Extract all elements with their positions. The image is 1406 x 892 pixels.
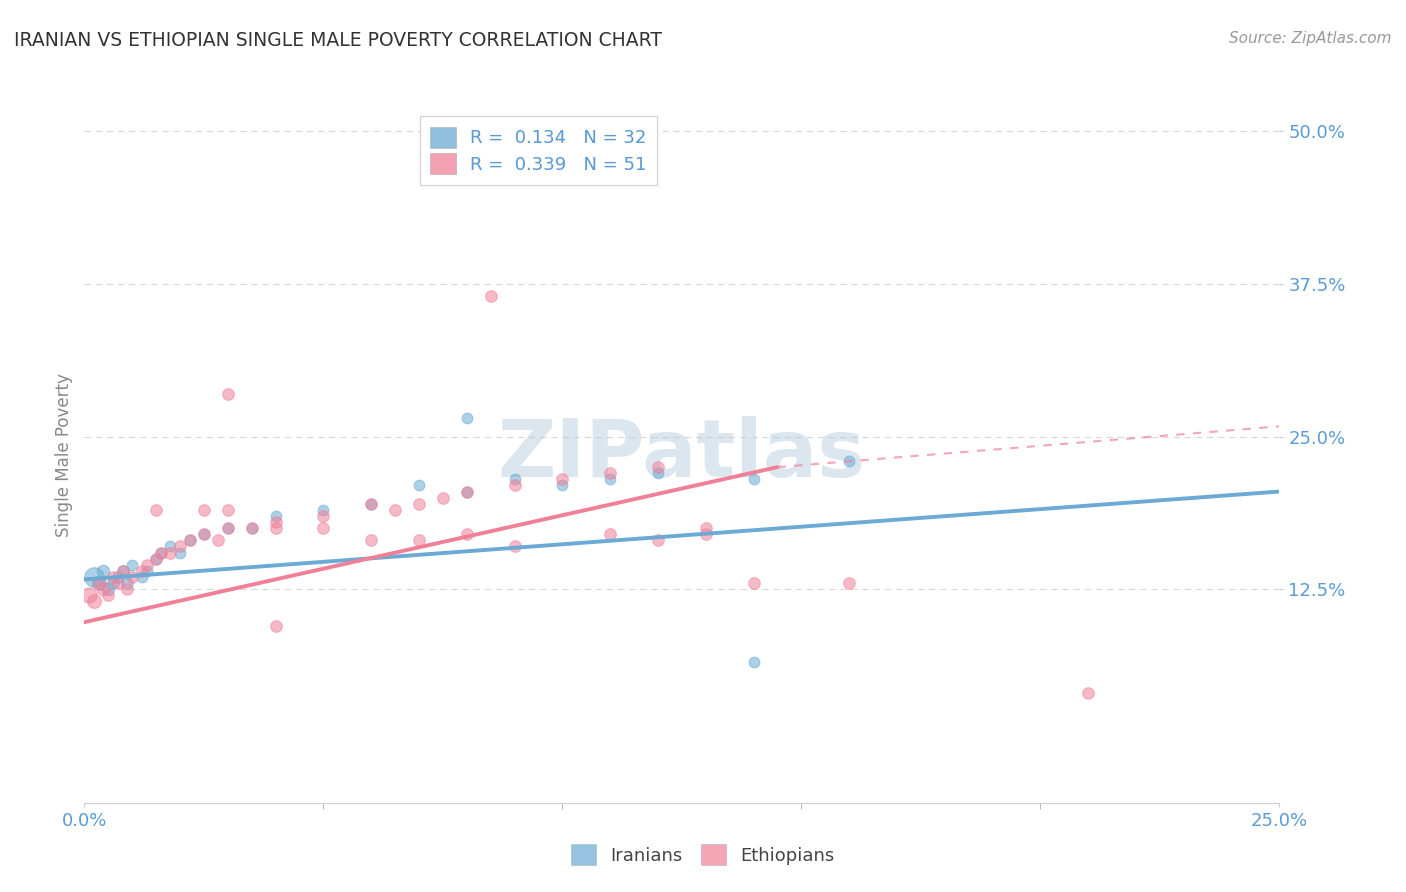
Point	[647, 460, 669, 475]
Point	[599, 472, 621, 486]
Text: ZIPatlas: ZIPatlas	[498, 416, 866, 494]
Point	[107, 576, 129, 591]
Point	[159, 540, 181, 554]
Point	[83, 570, 105, 584]
Point	[93, 582, 115, 597]
Point	[149, 545, 172, 559]
Point	[217, 503, 239, 517]
Point	[599, 527, 621, 541]
Point	[93, 564, 115, 578]
Point	[107, 570, 129, 584]
Point	[135, 558, 157, 572]
Text: IRANIAN VS ETHIOPIAN SINGLE MALE POVERTY CORRELATION CHART: IRANIAN VS ETHIOPIAN SINGLE MALE POVERTY…	[14, 31, 662, 50]
Y-axis label: Single Male Poverty: Single Male Poverty	[55, 373, 73, 537]
Point	[647, 533, 669, 548]
Point	[97, 582, 120, 597]
Point	[551, 478, 574, 492]
Point	[384, 503, 406, 517]
Point	[742, 472, 765, 486]
Point	[111, 564, 134, 578]
Point	[193, 527, 215, 541]
Point	[169, 540, 191, 554]
Point	[312, 521, 335, 535]
Point	[264, 521, 287, 535]
Point	[432, 491, 454, 505]
Point	[179, 533, 201, 548]
Point	[101, 576, 124, 591]
Point	[503, 540, 526, 554]
Point	[264, 508, 287, 523]
Point	[360, 533, 382, 548]
Point	[217, 521, 239, 535]
Point	[117, 582, 139, 597]
Point	[503, 478, 526, 492]
Point	[551, 472, 574, 486]
Point	[1077, 686, 1099, 700]
Point	[360, 497, 382, 511]
Point	[87, 576, 110, 591]
Point	[117, 576, 139, 591]
Point	[742, 576, 765, 591]
Point	[145, 503, 167, 517]
Point	[131, 570, 153, 584]
Point	[503, 472, 526, 486]
Point	[217, 387, 239, 401]
Point	[408, 533, 430, 548]
Point	[312, 508, 335, 523]
Point	[135, 564, 157, 578]
Point	[408, 497, 430, 511]
Point	[217, 521, 239, 535]
Point	[169, 545, 191, 559]
Point	[83, 594, 105, 608]
Point	[131, 564, 153, 578]
Text: Source: ZipAtlas.com: Source: ZipAtlas.com	[1229, 31, 1392, 46]
Point	[695, 521, 717, 535]
Point	[312, 503, 335, 517]
Point	[456, 484, 478, 499]
Point	[193, 527, 215, 541]
Point	[479, 289, 502, 303]
Point	[159, 545, 181, 559]
Point	[111, 564, 134, 578]
Point	[179, 533, 201, 548]
Point	[456, 411, 478, 425]
Point	[838, 576, 860, 591]
Point	[742, 656, 765, 670]
Point	[360, 497, 382, 511]
Point	[121, 558, 143, 572]
Point	[647, 467, 669, 481]
Point	[838, 454, 860, 468]
Point	[408, 478, 430, 492]
Point	[149, 545, 172, 559]
Point	[599, 467, 621, 481]
Point	[240, 521, 263, 535]
Legend: R =  0.134   N = 32, R =  0.339   N = 51: R = 0.134 N = 32, R = 0.339 N = 51	[419, 116, 658, 185]
Point	[207, 533, 229, 548]
Point	[456, 527, 478, 541]
Point	[264, 515, 287, 529]
Point	[193, 503, 215, 517]
Point	[77, 588, 100, 602]
Point	[456, 484, 478, 499]
Point	[121, 570, 143, 584]
Point	[97, 588, 120, 602]
Legend: Iranians, Ethiopians: Iranians, Ethiopians	[562, 835, 844, 874]
Point	[145, 551, 167, 566]
Point	[87, 576, 110, 591]
Point	[101, 570, 124, 584]
Point	[264, 619, 287, 633]
Point	[240, 521, 263, 535]
Point	[695, 527, 717, 541]
Point	[145, 551, 167, 566]
